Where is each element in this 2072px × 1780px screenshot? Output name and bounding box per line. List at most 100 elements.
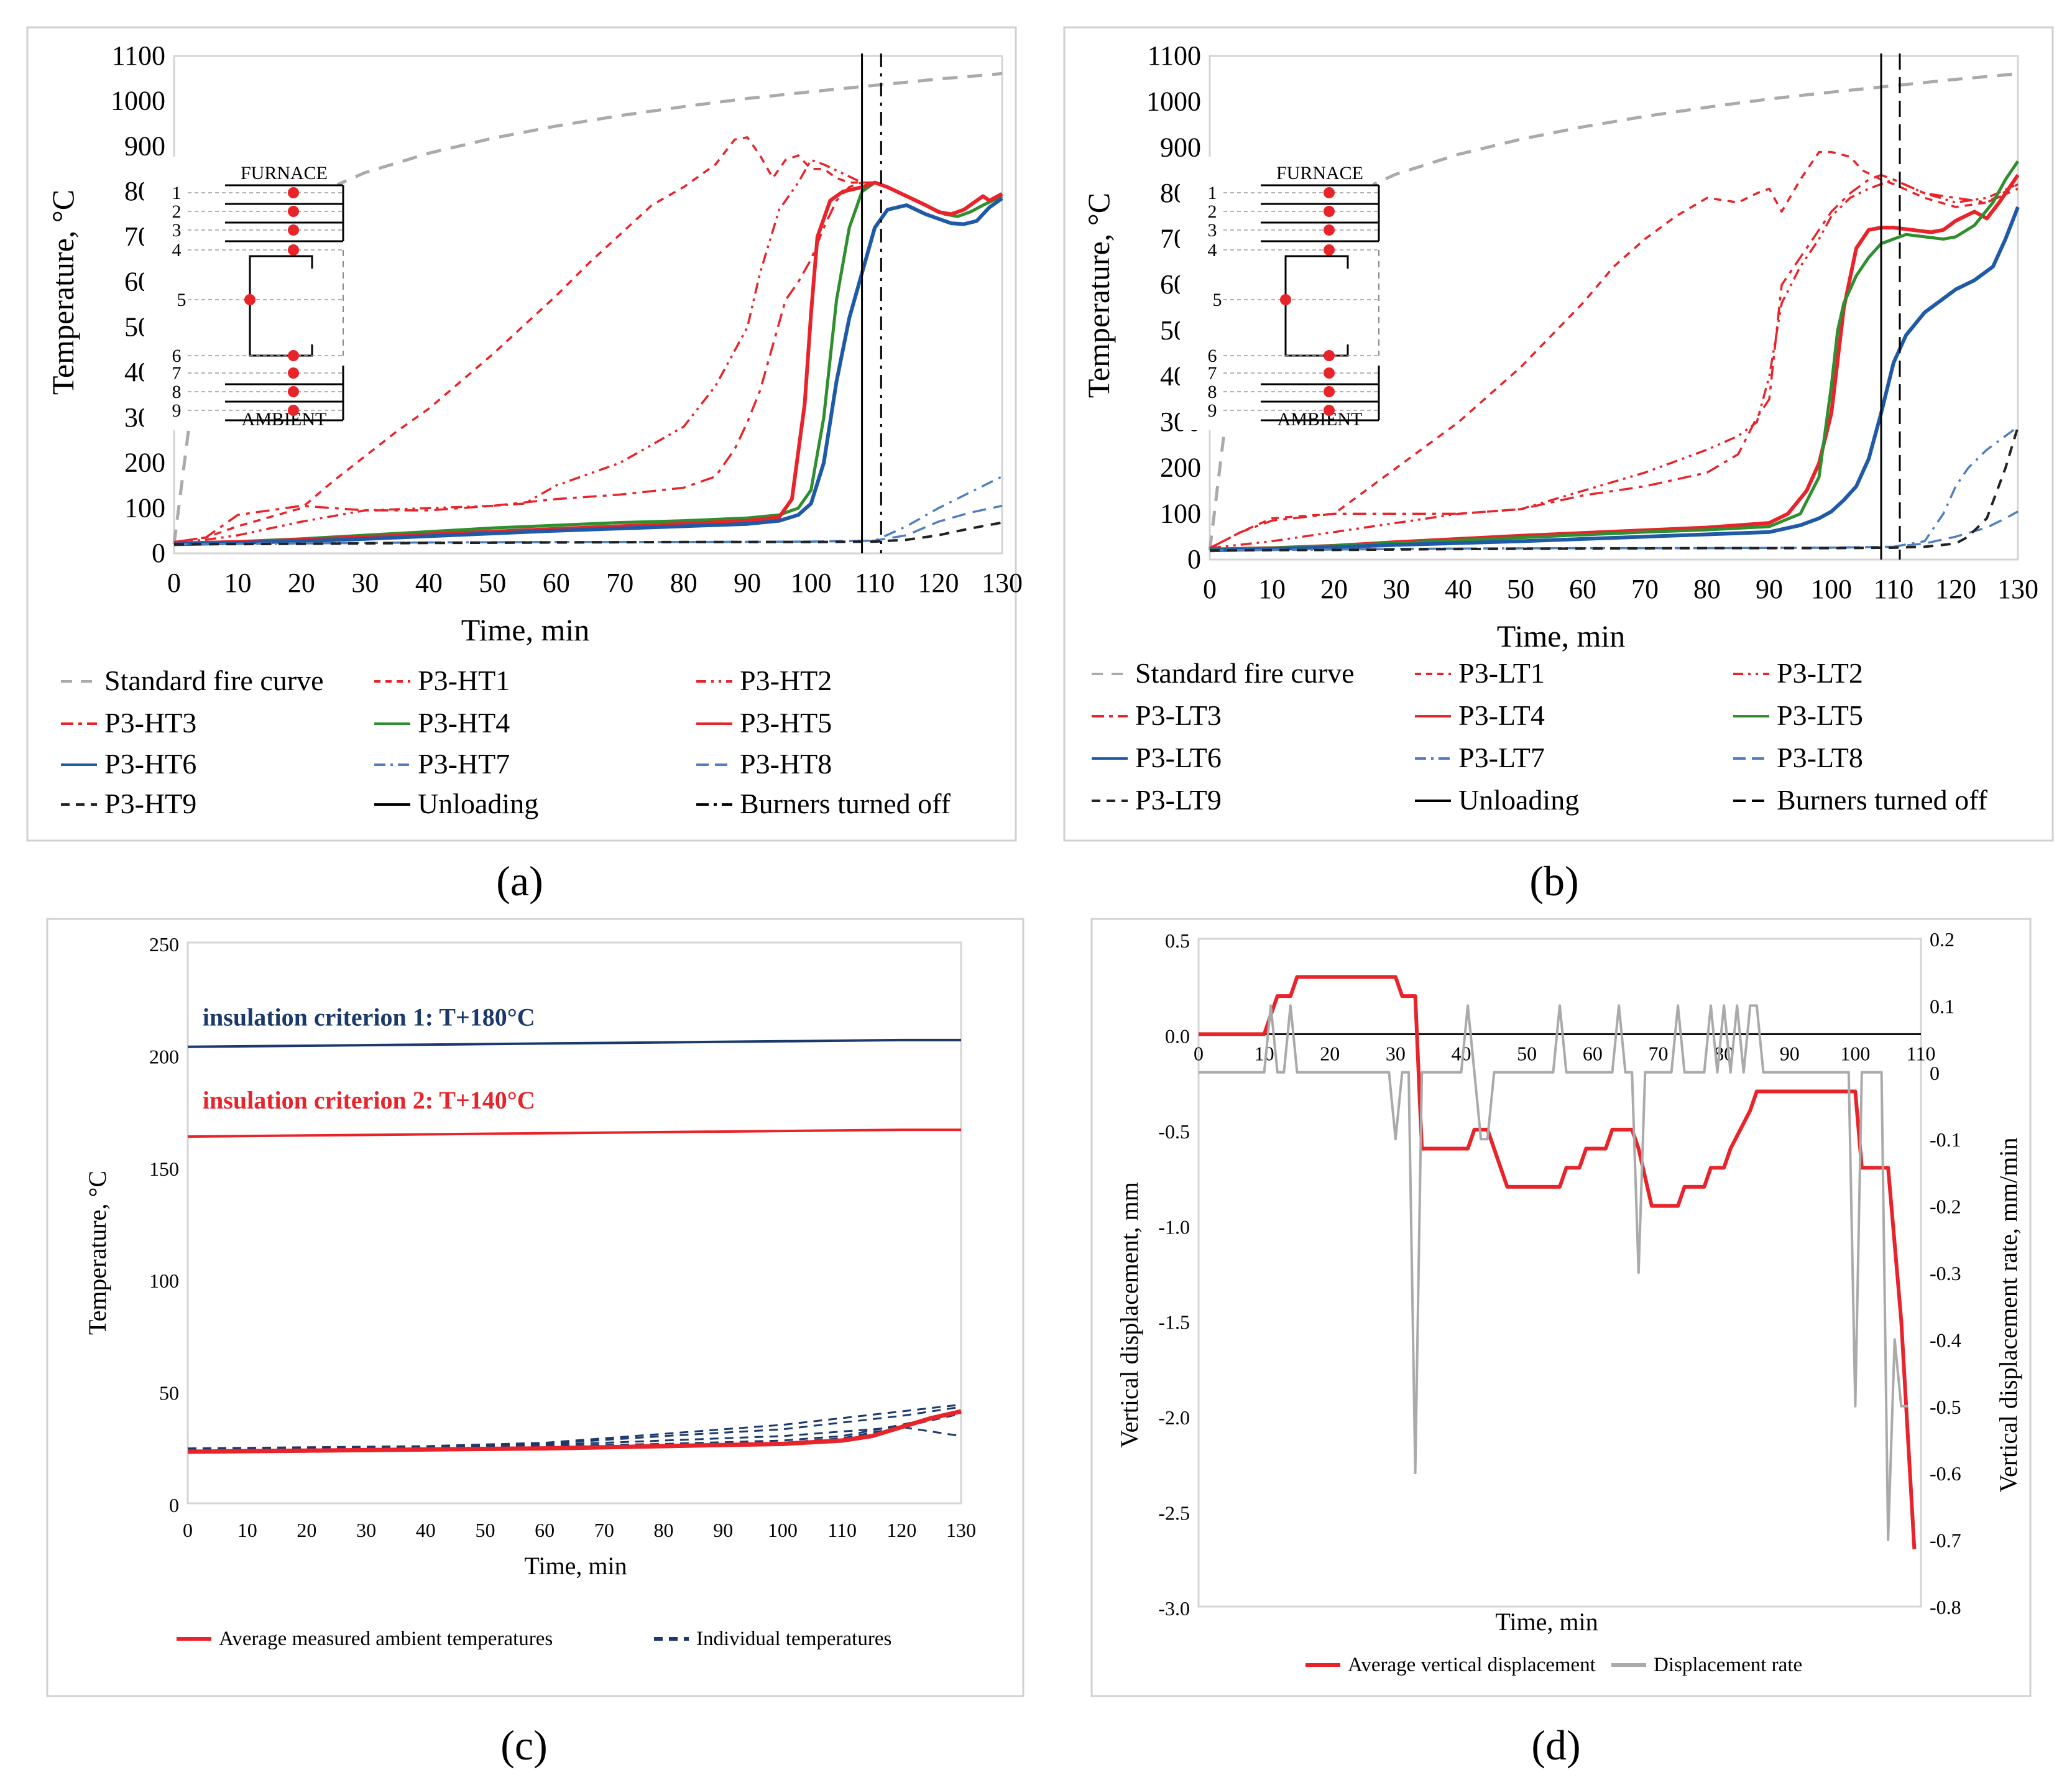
x-tick-label-d: 70: [1648, 1042, 1668, 1064]
inset-number-3: 3: [1208, 220, 1217, 241]
inset-sensor-dot-9: [1324, 405, 1335, 416]
panel-a-legend: Standard fire curve P3-HT1 P3-HT2 P3-HT3 P3-…: [61, 665, 951, 819]
panel-b-ylabel: Temperature, °C: [1081, 193, 1116, 398]
series-line-d-0: [1199, 975, 1917, 1550]
legend-label-b-9: P3-LT9: [1135, 784, 1222, 816]
legend-label-d-0: Average vertical displacement: [1348, 1654, 1596, 1676]
y-tick-label-a: 0: [152, 538, 165, 568]
panel-d-caption: (d): [1531, 1722, 1580, 1769]
inset-sensor-dot-6: [288, 350, 299, 361]
x-tick-label-a: 70: [606, 568, 633, 598]
series-line-c-0: [187, 1038, 961, 1048]
y-tick-label-a: 1000: [111, 86, 165, 116]
inset-number-6: 6: [172, 346, 182, 366]
x-tick-label-b: 20: [1320, 574, 1348, 604]
panel-c-legend: Average measured ambient temperatures Ind…: [177, 1628, 891, 1650]
panel-a-xlabel: Time, min: [461, 612, 590, 647]
y-tick-label-b: 1000: [1146, 86, 1201, 117]
x-tick-label-c: 100: [768, 1519, 798, 1541]
y-tick-label-b: 0: [1187, 544, 1201, 574]
x-tick-label-d: 20: [1320, 1042, 1340, 1064]
legend-label-b-5: P3-LT5: [1777, 699, 1863, 731]
legend-label-b-0: Standard fire curve: [1135, 657, 1355, 689]
inset-sensor-dot-5: [244, 294, 256, 305]
x-tick-label-b: 90: [1756, 574, 1783, 604]
legend-label-a-11: Burners turned off: [740, 788, 951, 819]
y2-tick-label-d: -0.1: [1930, 1128, 1961, 1151]
inset-sensor-dot-3: [1324, 224, 1335, 236]
panel-a-plot: 0102030405060708090100110120130010020030…: [111, 40, 1023, 598]
x-tick-label-a: 10: [224, 568, 251, 598]
inset-number-8: 8: [172, 382, 182, 402]
panel-d-y2label: Vertical displacement rate, mm/min: [1994, 1138, 2022, 1493]
inset-sensor-dot-3: [288, 224, 299, 236]
y2-tick-label-d: 0: [1930, 1062, 1940, 1084]
legend-label-a-10: Unloading: [418, 788, 538, 819]
inset-sensor-dot-8: [1324, 386, 1335, 397]
inset-sensor-dot-1: [1324, 187, 1335, 198]
series-line-c-7: [187, 1409, 962, 1454]
series-line-c-1: [187, 1128, 961, 1138]
y-tick-label-d: -1.0: [1158, 1215, 1190, 1238]
panel-b-xlabel: Time, min: [1497, 619, 1626, 653]
panel-c-plot: 0 10 20 30 40 50 60 70 80 90 100 110 120 130 0 50 100 150…: [149, 933, 976, 1541]
x-tick-label-b: 110: [1874, 574, 1913, 604]
series-line-b-6: [1209, 206, 2020, 553]
panel-b-caption: (b): [1529, 857, 1578, 905]
y-tick-label-a: 900: [124, 131, 165, 161]
panel-d-xlabel: Time, min: [1495, 1608, 1598, 1636]
legend-label-b-1: P3-LT1: [1458, 657, 1545, 689]
legend-label-b-11: Burners turned off: [1777, 784, 1988, 816]
y-tick-label-d: -2.0: [1158, 1406, 1190, 1429]
x-tick-label-c: 10: [237, 1519, 257, 1541]
inset-sensor-dot-5: [1280, 294, 1291, 305]
legend-label-c-1: Individual temperatures: [696, 1628, 891, 1650]
legend-label-c-0: Average measured ambient temperatures: [219, 1628, 553, 1650]
plot-area-d: [1197, 938, 1922, 1608]
inset-sensor-dot-8: [288, 386, 299, 397]
y-tick-label-d: 0.5: [1165, 929, 1190, 952]
panel-b: 0102030405060708090100110120130010020030…: [1063, 26, 2054, 905]
x-tick-label-a: 110: [855, 568, 895, 598]
legend-label-a-4: P3-HT4: [418, 707, 510, 739]
panel-a: 0102030405060708090100110120130010020030…: [26, 26, 1023, 905]
y2-tick-label-d: -0.4: [1930, 1329, 1961, 1351]
inset-number-7: 7: [172, 363, 182, 384]
inset-sensor-dot-2: [1324, 206, 1335, 217]
x-tick-label-c: 70: [594, 1519, 614, 1541]
legend-label-b-7: P3-LT7: [1458, 742, 1545, 773]
y-tick-label-d: -1.5: [1158, 1311, 1190, 1334]
y-tick-label-c: 50: [159, 1382, 179, 1404]
y-tick-label-b: 200: [1160, 453, 1201, 483]
series-line-d-1: [1199, 1004, 1908, 1541]
y2-tick-label-d: -0.3: [1930, 1262, 1961, 1284]
legend-label-b-2: P3-LT2: [1777, 657, 1863, 689]
series-line-b-3: [1209, 173, 2019, 550]
x-tick-label-c: 130: [946, 1519, 976, 1541]
legend-label-b-4: P3-LT4: [1458, 699, 1545, 731]
y2-tick-label-d: -0.5: [1930, 1396, 1961, 1418]
x-tick-label-c: 90: [713, 1519, 733, 1541]
legend-label-a-7: P3-HT7: [418, 748, 510, 780]
panel-c-caption: (c): [500, 1722, 547, 1769]
y-tick-label-a: 1100: [112, 40, 165, 71]
x-tick-label-d: 100: [1840, 1042, 1870, 1064]
inset-number-1: 1: [1208, 183, 1217, 203]
inset-sensor-dot-7: [1324, 367, 1335, 379]
panel-b-frame: [1063, 26, 2054, 842]
series-line-c-4: [187, 1406, 962, 1450]
panel-c: 0 10 20 30 40 50 60 70 80 90 100 110 120 130 0 50 100 150…: [46, 918, 1024, 1769]
legend-label-b-10: Unloading: [1458, 784, 1579, 816]
x-tick-label-d: 30: [1386, 1042, 1406, 1064]
panel-c-frame: [46, 918, 1024, 1697]
x-tick-label-a: 90: [734, 568, 761, 598]
x-tick-label-a: 130: [982, 568, 1023, 598]
x-tick-label-a: 60: [543, 568, 570, 598]
x-tick-label-d: 90: [1780, 1042, 1800, 1064]
y2-tick-label-d: 0.2: [1930, 928, 1955, 951]
inset-sensor-dot-4: [1324, 244, 1335, 256]
y2-tick-label-d: 0.1: [1930, 995, 1955, 1017]
inset-number-1: 1: [172, 183, 182, 203]
